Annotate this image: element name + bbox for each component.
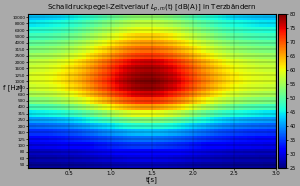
X-axis label: t[s]: t[s] — [146, 177, 158, 183]
Y-axis label: f [Hz]: f [Hz] — [3, 84, 22, 91]
Title: Schalldruckpegel-Zeitverlauf $L_{p,m}$(t) [dB(A)] in Terzbändern: Schalldruckpegel-Zeitverlauf $L_{p,m}$(t… — [47, 3, 257, 14]
